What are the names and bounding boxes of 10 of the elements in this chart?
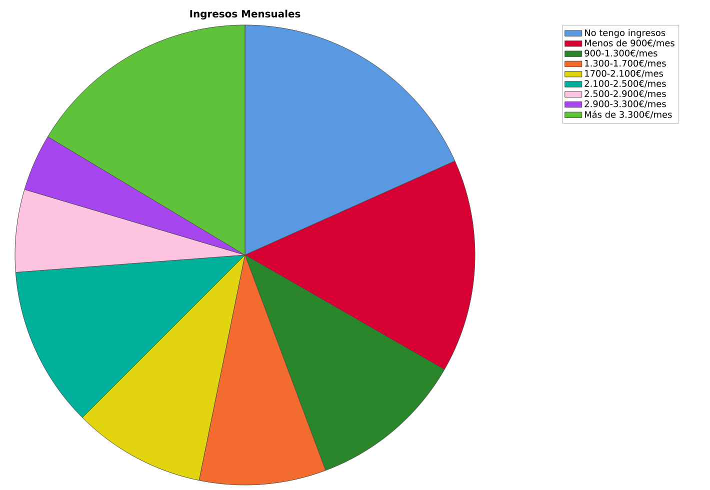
legend-label: 2.100-2.500€/mes	[584, 80, 666, 88]
legend-label: 2.900-3.300€/mes	[584, 100, 666, 108]
legend-label: 2.500-2.900€/mes	[584, 90, 666, 98]
chart-title: Ingresos Mensuales	[190, 10, 300, 20]
legend-label: 900-1.300€/mes	[584, 50, 658, 58]
legend-label: Menos de 900€/mes	[584, 39, 674, 48]
legend-label: Más de 3.300€/mes	[584, 110, 672, 119]
legend-label: 1.300-1.700€/mes	[585, 60, 666, 68]
legend-label: 1700-2.100€/mes	[585, 70, 664, 78]
legend-label: No tengo ingresos	[584, 29, 666, 38]
